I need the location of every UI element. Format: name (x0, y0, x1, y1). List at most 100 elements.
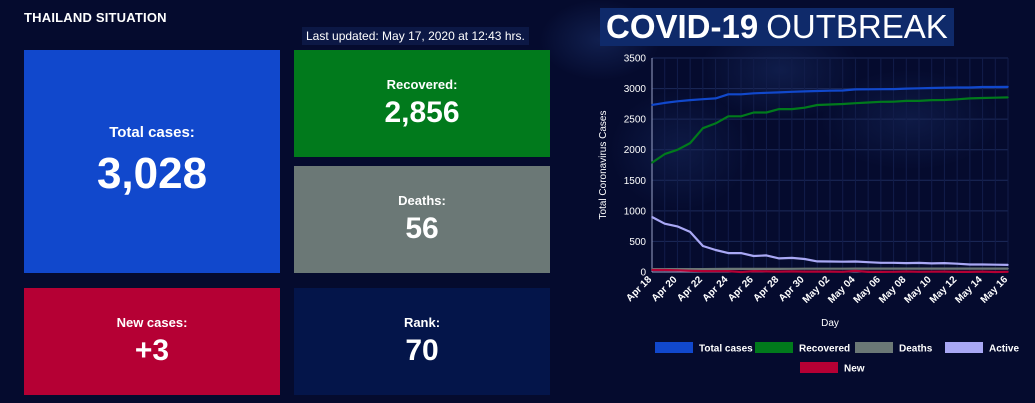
data-point-new (702, 270, 704, 272)
data-point-active (651, 216, 653, 218)
data-point-deaths (854, 267, 857, 270)
data-point-new (930, 270, 933, 273)
data-point-recovered (867, 101, 869, 104)
data-point-new (714, 270, 717, 273)
data-point-active (892, 261, 895, 264)
data-point-new (943, 270, 946, 273)
data-point-total-cases (969, 86, 971, 89)
y-tick-label: 0 (640, 268, 646, 279)
data-point-total-cases (765, 91, 768, 94)
data-point-new (689, 270, 691, 272)
y-axis-title: Total Coronavirus Cases (598, 111, 609, 220)
data-point-new (752, 270, 755, 272)
data-point-total-cases (905, 87, 908, 90)
x-tick-label: May 04 (826, 274, 858, 306)
data-point-active (803, 258, 806, 260)
data-point-deaths (765, 268, 768, 270)
data-point-recovered (778, 108, 780, 110)
data-point-new (854, 270, 857, 272)
data-point-deaths (969, 267, 971, 270)
new-cases-value: +3 (134, 334, 170, 367)
data-point-active (854, 260, 857, 263)
data-point-deaths (714, 268, 717, 270)
data-point-active (727, 252, 730, 254)
data-point-new (663, 269, 666, 271)
legend-label: Total cases (699, 344, 753, 355)
data-point-deaths (829, 267, 831, 270)
data-point-new (956, 271, 958, 273)
data-point-active (943, 262, 946, 264)
data-point-active (969, 263, 971, 266)
deaths-label: Deaths: (398, 193, 446, 208)
data-point-total-cases (1007, 86, 1009, 88)
data-point-deaths (740, 268, 742, 270)
data-point-new (727, 270, 730, 272)
rank-value: 70 (405, 334, 439, 367)
y-tick-label: 3500 (624, 54, 647, 65)
data-point-deaths (791, 268, 793, 270)
data-point-deaths (943, 267, 946, 270)
x-tick-label: Apr 24 (701, 274, 731, 304)
data-point-total-cases (854, 88, 857, 91)
legend-swatch (755, 342, 793, 353)
x-tick-label: May 02 (801, 274, 833, 306)
data-point-active (956, 262, 958, 265)
data-point-active (981, 263, 984, 266)
data-point-recovered (714, 122, 717, 125)
data-point-new (905, 270, 908, 273)
data-point-total-cases (981, 86, 984, 88)
x-tick-label: Apr 28 (751, 274, 781, 304)
data-point-total-cases (943, 86, 946, 89)
data-point-active (778, 257, 780, 260)
data-point-recovered (752, 111, 755, 114)
data-point-new (778, 270, 780, 273)
data-point-active (740, 252, 742, 254)
data-point-total-cases (752, 92, 755, 95)
x-tick-label: Apr 18 (624, 274, 654, 304)
data-point-deaths (841, 267, 844, 270)
data-point-new (676, 269, 679, 272)
data-point-recovered (892, 100, 895, 103)
y-tick-label: 2000 (624, 145, 647, 156)
recovered-card: Recovered: 2,856 (294, 50, 550, 157)
data-point-active (1007, 264, 1009, 266)
x-tick-label: Apr 20 (650, 274, 680, 304)
rank-label: Rank: (403, 315, 441, 330)
data-point-active (752, 255, 755, 257)
legend-label: Recovered (799, 344, 850, 355)
data-point-recovered (651, 161, 653, 164)
data-point-recovered (956, 98, 958, 101)
data-point-active (714, 249, 717, 251)
data-point-total-cases (778, 91, 780, 94)
data-point-total-cases (740, 93, 742, 96)
data-point-new (918, 270, 920, 273)
data-point-new (1007, 271, 1009, 273)
data-point-active (841, 260, 844, 263)
x-tick-label: May 16 (979, 274, 1011, 306)
data-point-deaths (956, 267, 958, 270)
data-point-total-cases (676, 100, 679, 103)
data-point-recovered (1007, 96, 1009, 99)
data-point-recovered (829, 103, 831, 106)
data-point-recovered (803, 106, 806, 109)
x-tick-label: Apr 22 (675, 274, 705, 304)
data-point-new (740, 271, 742, 273)
page-title: THAILAND SITUATION (24, 10, 167, 25)
data-point-deaths (867, 267, 869, 270)
y-tick-label: 1000 (624, 206, 647, 217)
data-point-recovered (918, 100, 920, 102)
data-point-total-cases (892, 88, 895, 90)
data-point-new (880, 271, 882, 273)
recovered-value: 2,856 (384, 96, 460, 129)
data-point-deaths (981, 267, 984, 270)
data-point-new (803, 270, 806, 273)
data-point-recovered (727, 115, 730, 118)
x-tick-label: May 06 (852, 274, 884, 306)
data-point-active (791, 257, 793, 259)
data-point-total-cases (930, 87, 933, 89)
data-point-deaths (702, 268, 704, 270)
data-point-deaths (727, 268, 730, 270)
data-point-new (829, 270, 831, 273)
data-point-total-cases (829, 89, 831, 92)
